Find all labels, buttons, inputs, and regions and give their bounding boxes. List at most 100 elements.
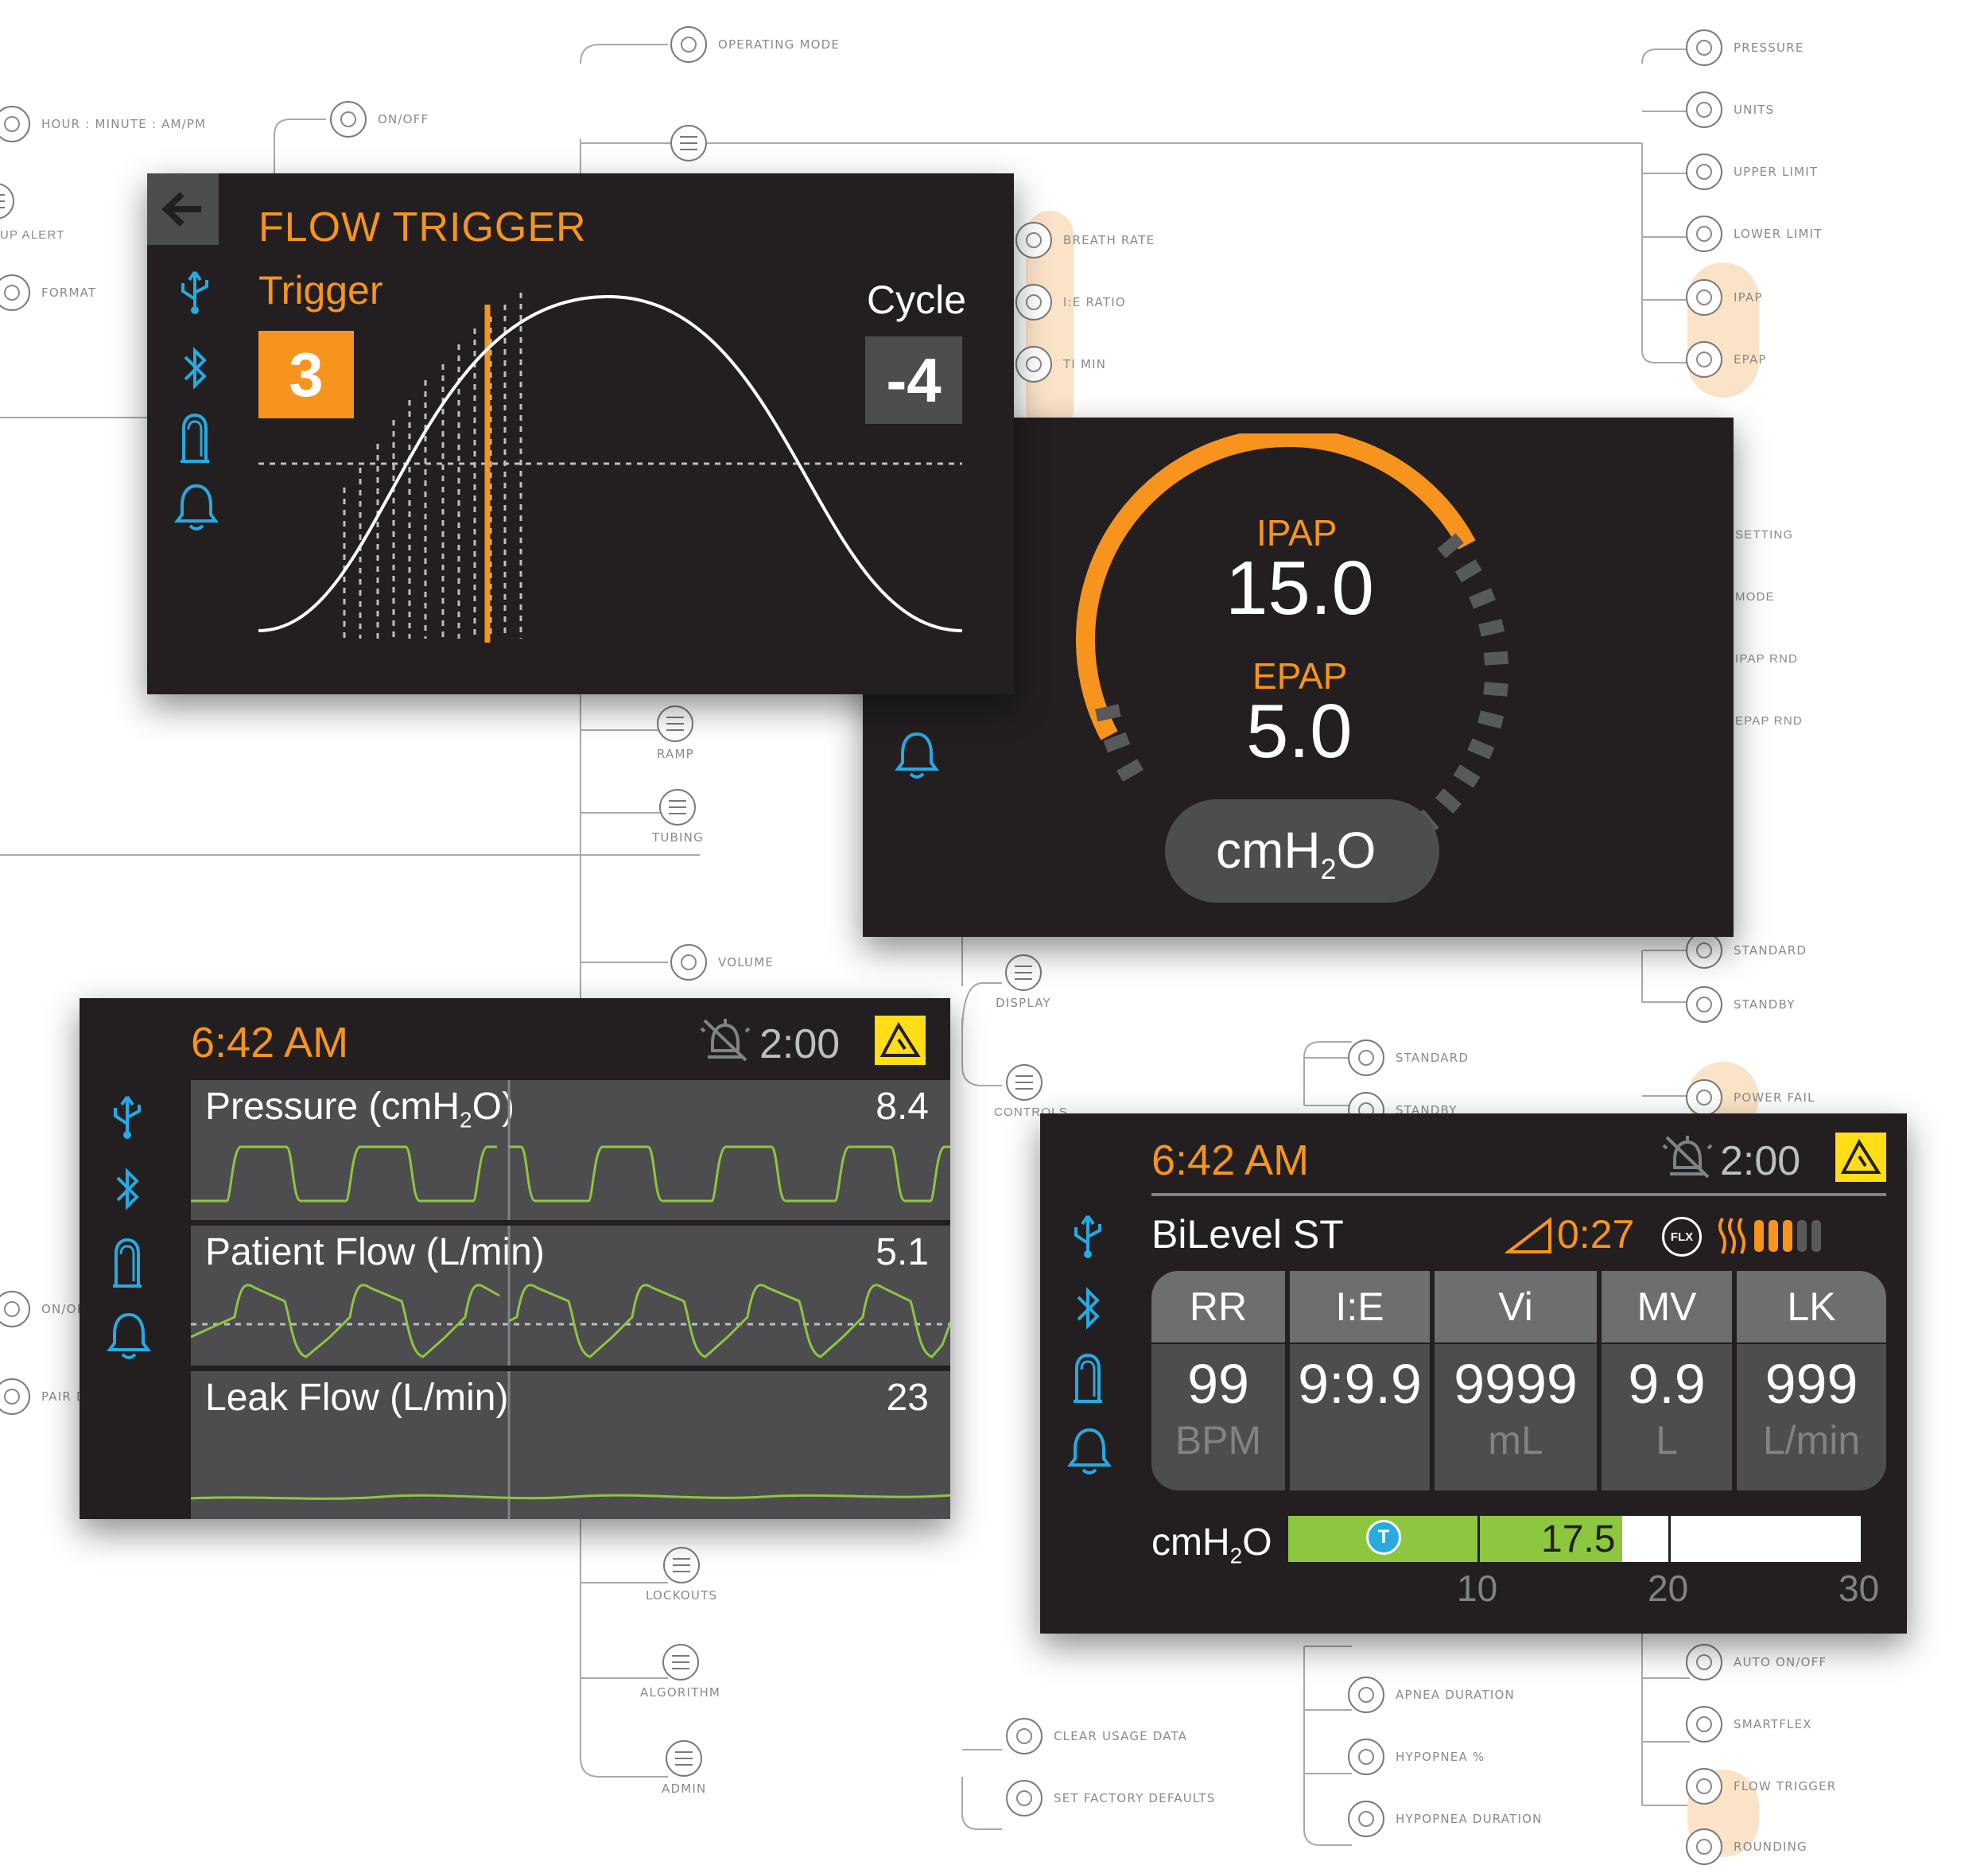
ipap-value: 15.0 bbox=[1225, 546, 1374, 631]
menu-node-ti-min[interactable]: TI MIN bbox=[1015, 342, 1106, 387]
gauge-tick bbox=[1103, 732, 1131, 753]
menu-node-backup-alert[interactable] bbox=[0, 179, 14, 223]
menu-icon bbox=[662, 1644, 699, 1681]
menu-node-operating-mode[interactable]: OPERATING MODE bbox=[670, 22, 840, 67]
metric-vi-value: 9999 bbox=[1454, 1353, 1578, 1415]
trigger-marker: T bbox=[1366, 1520, 1401, 1555]
menu-node-lockouts[interactable]: LOCKOUTS bbox=[646, 1547, 717, 1603]
menu-node-standby[interactable]: STANDBY bbox=[1686, 982, 1796, 1027]
radio-icon bbox=[330, 101, 367, 138]
leak-flow-waveform bbox=[191, 1371, 950, 1519]
gauge-tick bbox=[1483, 651, 1508, 666]
menu-node-ipap-rnd: IPAP RND bbox=[1735, 652, 1799, 666]
menu-node-power-fail[interactable]: POWER FAIL bbox=[1686, 1075, 1815, 1120]
patient-flow-value: 5.1 bbox=[876, 1231, 929, 1273]
menu-node-units[interactable]: UNITS bbox=[1686, 87, 1774, 132]
radio-icon bbox=[1348, 1677, 1384, 1713]
bilevel-screen: 6:42 AM 2:00 BiLevel ST 0:27 FLX RR 99 BP… bbox=[1040, 1113, 1907, 1634]
menu-node-ramp[interactable]: RAMP bbox=[657, 705, 694, 761]
menu-node-lower-limit[interactable]: LOWER LIMIT bbox=[1686, 212, 1823, 256]
gauge-tick bbox=[1095, 704, 1121, 722]
gauge-tick bbox=[1453, 764, 1481, 788]
radio-icon bbox=[1348, 1039, 1384, 1076]
metric-lk[interactable]: LK 999 L/min bbox=[1737, 1271, 1886, 1490]
menu-node-format[interactable]: FORMAT bbox=[0, 270, 96, 315]
trigger-value: 3 bbox=[289, 339, 324, 410]
radio-icon bbox=[1686, 29, 1722, 66]
menu-node-ie-ratio[interactable]: I:E RATIO bbox=[1015, 280, 1126, 324]
menu-node-on-off[interactable]: ON/OFF bbox=[330, 97, 429, 142]
menu-node-controls[interactable] bbox=[1006, 1060, 1043, 1105]
menu-node-pressure-sub[interactable]: PRESSURE bbox=[1686, 25, 1804, 70]
metric-ie-head: I:E bbox=[1290, 1271, 1430, 1342]
menu-node-upper-limit[interactable]: UPPER LIMIT bbox=[1686, 150, 1818, 194]
menu-node-auto-onoff[interactable]: AUTO ON/OFF bbox=[1686, 1640, 1827, 1684]
radio-icon bbox=[0, 106, 30, 142]
menu-node-hour-minute[interactable]: HOUR : MINUTE : AM/PM bbox=[0, 102, 206, 146]
alarm-silenced-icon[interactable] bbox=[700, 1016, 751, 1065]
menu-node-setting: SETTING bbox=[1735, 528, 1794, 542]
menu-node-ipap[interactable]: IPAP bbox=[1686, 275, 1763, 320]
menu-icon bbox=[1004, 954, 1042, 991]
radio-icon bbox=[670, 944, 707, 981]
menu-node-on-off-left[interactable]: ON/OF bbox=[0, 1287, 85, 1331]
radio-icon bbox=[670, 26, 707, 63]
metric-vi[interactable]: Vi 9999 mL bbox=[1435, 1271, 1597, 1490]
radio-icon bbox=[1686, 1079, 1722, 1116]
cycle-value-box[interactable]: -4 bbox=[865, 336, 962, 424]
warning-icon[interactable] bbox=[1835, 1133, 1886, 1182]
pressure-gauge bbox=[1076, 433, 1508, 847]
back-button[interactable] bbox=[147, 173, 219, 245]
units-pill[interactable] bbox=[1165, 799, 1439, 903]
menu-icon bbox=[663, 1547, 701, 1583]
menu-node-smartflex[interactable]: SMARTFLEX bbox=[1686, 1702, 1812, 1747]
menu-node-epap[interactable]: EPAP bbox=[1686, 337, 1767, 382]
warning-icon[interactable] bbox=[875, 1016, 926, 1065]
pressure-strip: Pressure (cmH2O) 8.4 bbox=[191, 1080, 950, 1220]
metric-ie[interactable]: I:E 9:9.9 bbox=[1290, 1271, 1430, 1490]
menu-node-rounding[interactable]: ROUNDING bbox=[1686, 1824, 1807, 1869]
pressure-strip-label: Pressure (cmH2O) bbox=[205, 1086, 514, 1133]
alarm-silenced-icon[interactable] bbox=[1662, 1133, 1713, 1182]
menu-node-display[interactable]: DISPLAY bbox=[996, 954, 1051, 1010]
usb-icon bbox=[114, 1095, 141, 1139]
metric-lk-head: LK bbox=[1737, 1271, 1886, 1342]
radio-icon bbox=[1686, 153, 1722, 190]
metric-rr-value: 99 bbox=[1187, 1353, 1249, 1415]
menu-node-volume[interactable]: VOLUME bbox=[670, 940, 774, 985]
menu-node-standard-mid[interactable]: STANDARD bbox=[1348, 1036, 1469, 1080]
metric-mv-value: 9.9 bbox=[1628, 1353, 1706, 1415]
menu-node-admin[interactable]: ADMIN bbox=[662, 1740, 706, 1796]
bluetooth-icon bbox=[1077, 1287, 1100, 1330]
menu-node-pressure[interactable] bbox=[670, 121, 707, 165]
metric-rr[interactable]: RR 99 BPM bbox=[1151, 1271, 1285, 1490]
menu-node-hypopnea-pct[interactable]: HYPOPNEA % bbox=[1348, 1735, 1485, 1779]
trigger-value-box[interactable]: 3 bbox=[258, 331, 354, 418]
menu-node-clear-usage[interactable]: CLEAR USAGE DATA bbox=[1006, 1714, 1187, 1758]
units-label: cmH2O bbox=[1216, 821, 1376, 886]
menu-node-factory-defaults[interactable]: SET FACTORY DEFAULTS bbox=[1006, 1776, 1216, 1820]
bell-icon bbox=[174, 484, 219, 530]
patient-flow-waveform bbox=[191, 1226, 950, 1366]
menu-node-pair[interactable]: PAIR D bbox=[0, 1374, 87, 1419]
menu-node-tubing[interactable]: TUBING bbox=[652, 789, 704, 845]
menu-node-breath-rate[interactable]: BREATH RATE bbox=[1015, 218, 1155, 262]
radio-icon bbox=[1686, 1644, 1722, 1681]
metric-mv[interactable]: MV 9.9 L bbox=[1602, 1271, 1732, 1490]
flex-badge: FLX bbox=[1662, 1217, 1702, 1257]
menu-node-flow-trigger[interactable]: FLOW TRIGGER bbox=[1686, 1764, 1836, 1809]
gauge-tick bbox=[1477, 710, 1505, 729]
menu-node-algorithm[interactable]: ALGORITHM bbox=[640, 1644, 720, 1700]
menu-node-apnea-duration[interactable]: APNEA DURATION bbox=[1348, 1673, 1515, 1717]
units-tail: O bbox=[1336, 822, 1376, 879]
radio-icon bbox=[1686, 932, 1722, 969]
pressure-bar-label: cmH2O bbox=[1151, 1521, 1272, 1568]
menu-node-standard[interactable]: STANDARD bbox=[1686, 928, 1807, 973]
metric-mv-head: MV bbox=[1602, 1271, 1732, 1342]
patient-flow-strip: Patient Flow (L/min) 5.1 bbox=[191, 1226, 950, 1366]
menu-icon bbox=[657, 705, 694, 742]
bar-tick-30: 30 bbox=[1839, 1568, 1880, 1609]
menu-node-hypopnea-duration[interactable]: HYPOPNEA DURATION bbox=[1348, 1797, 1543, 1841]
silence-timer: 2:00 bbox=[759, 1021, 841, 1067]
gauge-tick bbox=[1483, 682, 1508, 697]
